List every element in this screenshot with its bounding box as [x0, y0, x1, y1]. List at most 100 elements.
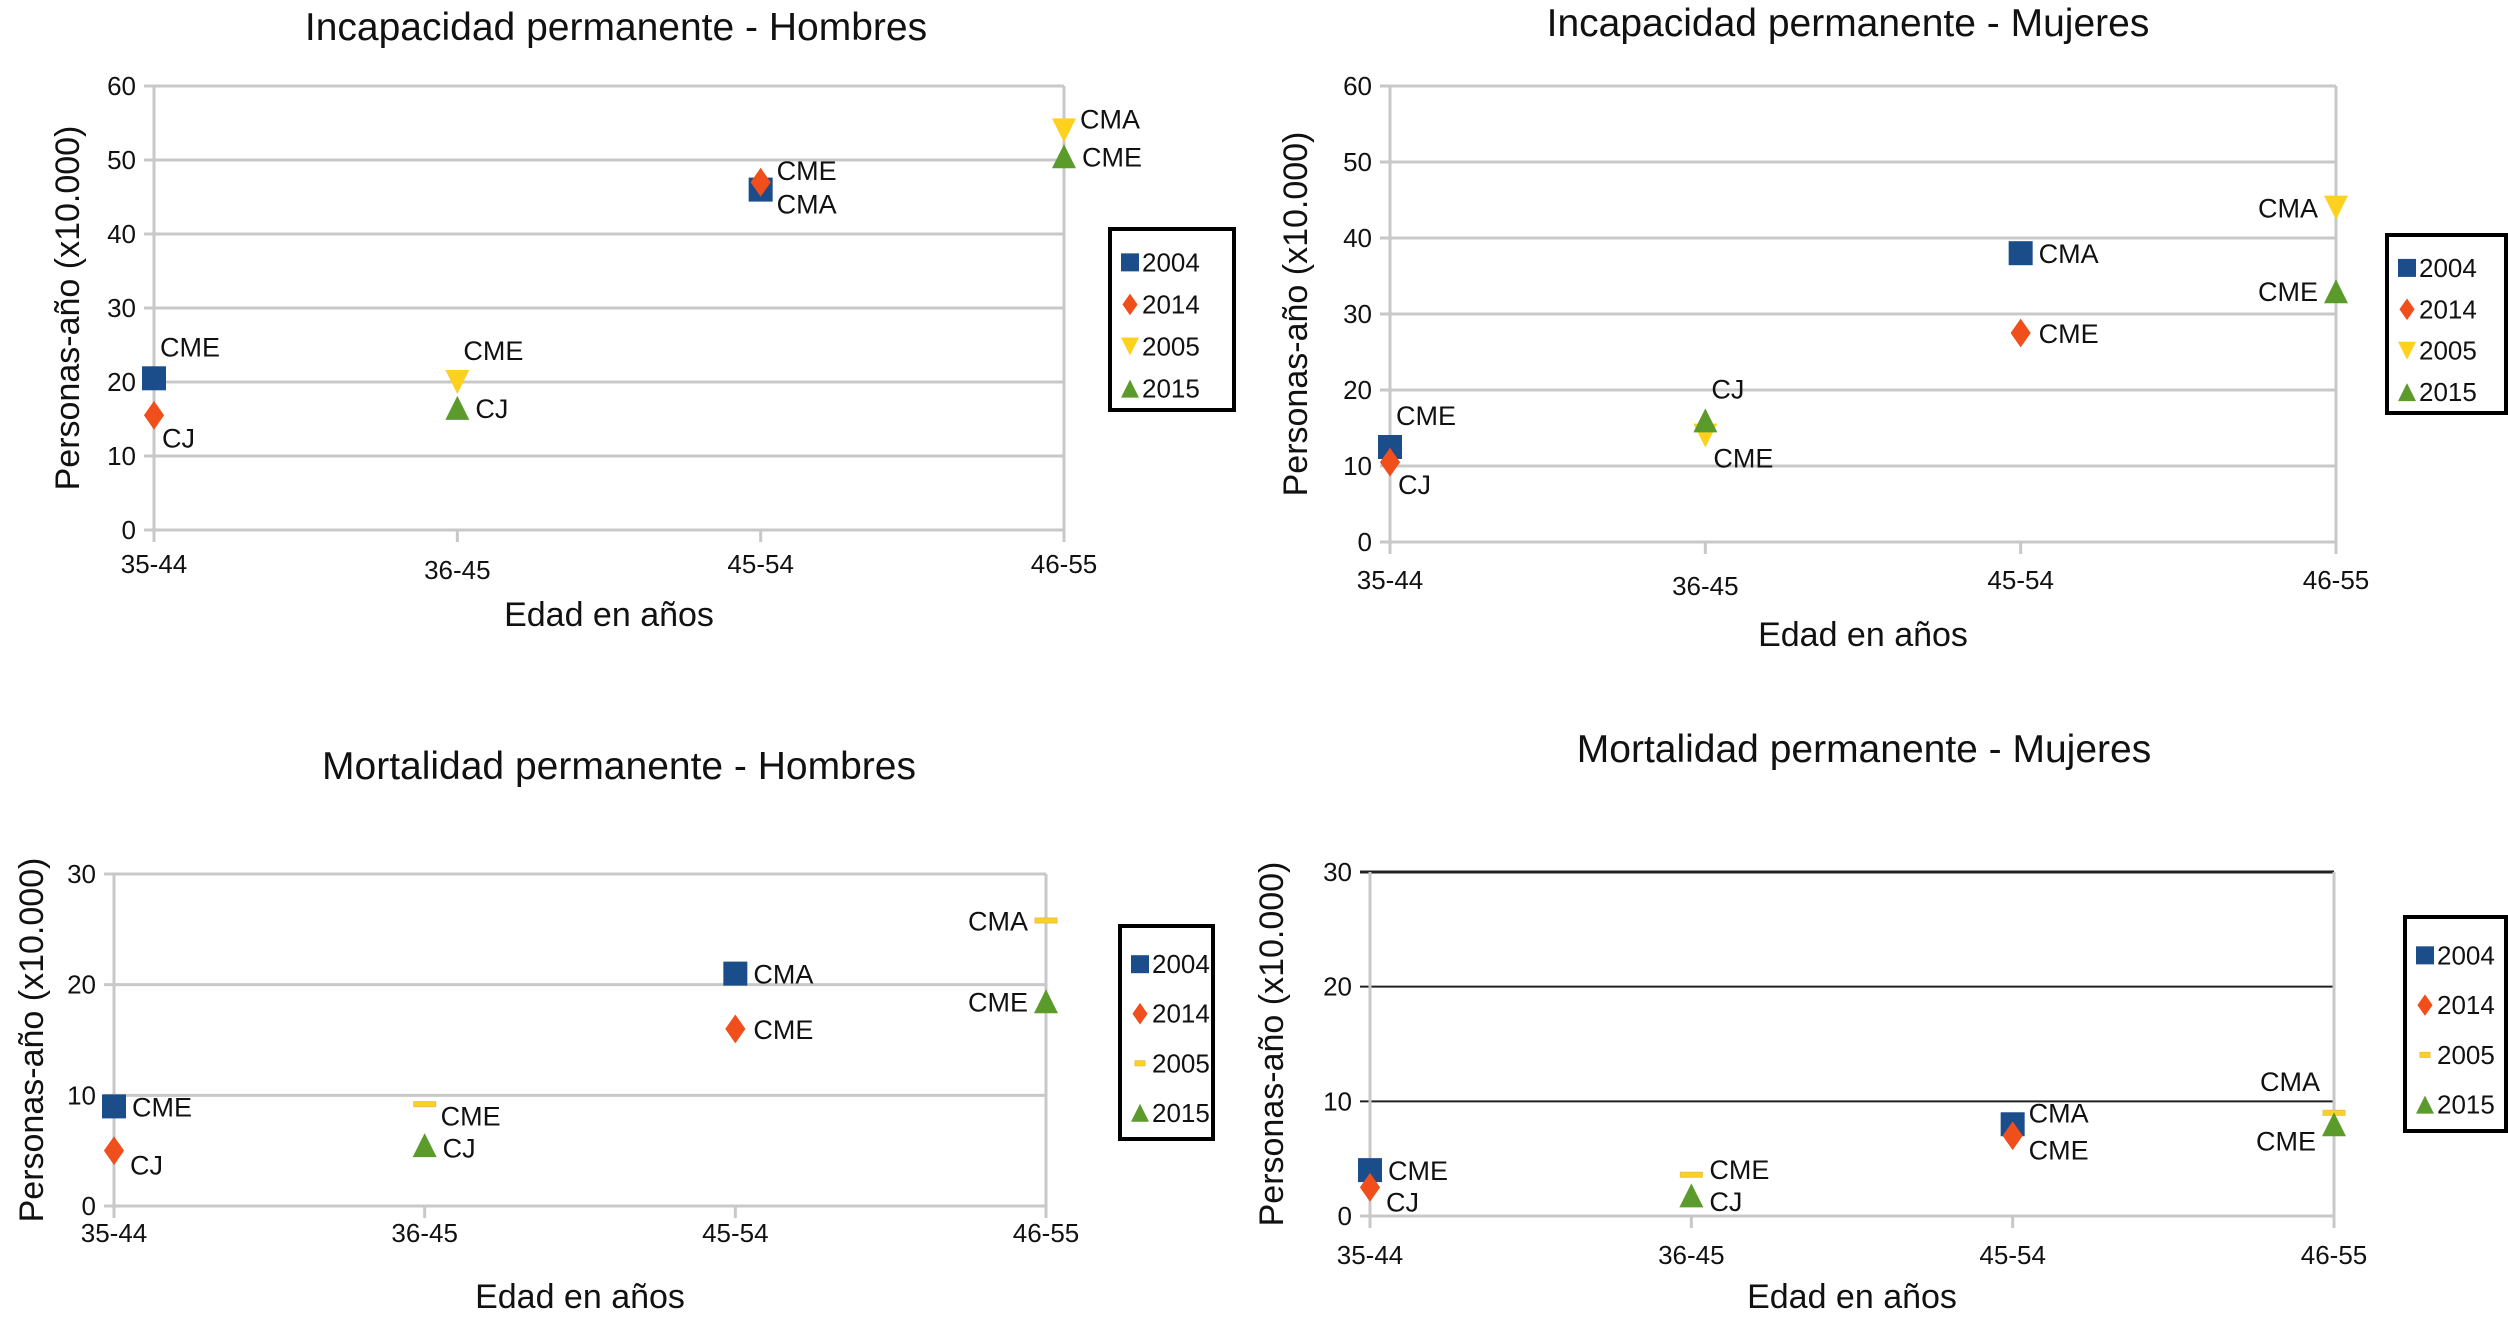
legend-marker-2004 — [2398, 258, 2416, 277]
chart-1: Incapacidad permanente - Hombres 0 10 20 30 4… — [49, 6, 1236, 634]
chart-title: Mortalidad permanente - Mujeres — [1577, 728, 2151, 771]
point-2005-36-45 — [1679, 1171, 1703, 1178]
legend-marker-2015 — [2416, 1095, 2434, 1114]
legend-box — [2385, 233, 2508, 415]
x-tick-label: 45-54 — [702, 1218, 769, 1248]
legend-marker-2005 — [2398, 341, 2416, 360]
point-2004-35-44 — [142, 366, 166, 391]
data-label: CME — [2258, 277, 2318, 307]
legend: 2004 2014 2005 2015 — [2385, 233, 2508, 415]
point-2005-46-55 — [1034, 917, 1058, 924]
y-tick-label: 40 — [1343, 223, 1372, 253]
data-label: CMA — [777, 190, 837, 220]
data-label: CME — [753, 1015, 813, 1045]
y-tick-label: 10 — [1343, 451, 1372, 481]
x-tick-label: 45-54 — [1979, 1240, 2046, 1270]
legend-marker-2005 — [2419, 1051, 2431, 1058]
x-axis-title: Edad en años — [475, 1278, 685, 1316]
x-axis-title: Edad en años — [504, 596, 714, 634]
point-2005-36-45 — [413, 1101, 437, 1108]
chart-title: Incapacidad permanente - Hombres — [305, 6, 927, 49]
x-tick-label: 36-45 — [1658, 1240, 1725, 1270]
data-label: CME — [2039, 319, 2099, 349]
data-label: CME — [2029, 1136, 2089, 1166]
data-label: CME — [1713, 444, 1773, 474]
chart-title: Mortalidad permanente - Hombres — [322, 745, 916, 788]
legend-label: 2014 — [2437, 990, 2495, 1020]
legend-marker-2004 — [1121, 253, 1139, 272]
y-tick-label: 40 — [107, 219, 136, 249]
point-2015-36-45 — [1679, 1183, 1704, 1208]
data-label: CME — [463, 336, 523, 366]
legend-label: 2015 — [2437, 1090, 2495, 1120]
point-2005-46-55 — [2324, 195, 2348, 220]
data-label: CMA — [968, 906, 1028, 936]
x-tick-label: 46-55 — [2301, 1240, 2368, 1270]
x-axis-title: Edad en años — [1758, 616, 1968, 654]
y-tick-label: 60 — [107, 71, 136, 101]
data-label: CMA — [2260, 1067, 2320, 1097]
legend: 2004 2014 2005 2015 — [1108, 227, 1236, 412]
legend-label: 2015 — [2419, 377, 2477, 407]
legend-label: 2005 — [1152, 1048, 1210, 1078]
data-label: CMA — [2029, 1098, 2089, 1128]
y-tick-label: 20 — [107, 367, 136, 397]
y-axis-title: Personas-año (x10.000) — [1277, 132, 1315, 497]
legend-label: 2014 — [1152, 999, 1210, 1029]
y-tick-label: 0 — [122, 515, 136, 545]
data-label: CJ — [1398, 470, 1431, 500]
point-2015-36-45 — [1693, 408, 1718, 433]
legend: 2004 2014 2005 2015 — [2403, 915, 2508, 1133]
y-tick-label: 30 — [107, 293, 136, 323]
point-2014-45-54 — [2002, 1121, 2023, 1151]
point-2014-35-44 — [143, 400, 165, 430]
y-tick-label: 20 — [1323, 972, 1352, 1002]
y-axis-title: Personas-año (x10.000) — [49, 126, 87, 491]
point-2004-45-54 — [2008, 241, 2033, 266]
data-label: CME — [1388, 1156, 1448, 1186]
chart-4: Mortalidad permanente - Mujeres 0 10 20 30 35… — [1253, 728, 2508, 1316]
x-tick-label: 35-44 — [121, 549, 188, 579]
data-label: CJ — [1711, 374, 1744, 404]
legend-marker-2015 — [1121, 379, 1139, 398]
y-tick-label: 10 — [107, 441, 136, 471]
chart-3: Mortalidad permanente - Hombres 0 10 20 30 35… — [13, 745, 1215, 1316]
data-label: CME — [777, 156, 837, 186]
point-2015-46-55 — [2322, 1112, 2346, 1137]
point-2014-35-44 — [1379, 447, 1401, 477]
legend-marker-2015 — [2398, 383, 2416, 402]
legend-label: 2015 — [1142, 374, 1200, 404]
data-label: CJ — [443, 1134, 476, 1164]
data-label: CME — [2256, 1126, 2316, 1156]
point-2005-36-45 — [445, 370, 470, 394]
y-tick-label: 20 — [1343, 375, 1372, 405]
legend-label: 2014 — [1142, 289, 1200, 319]
point-2004-45-54 — [723, 961, 748, 986]
y-tick-label: 0 — [1338, 1201, 1352, 1231]
x-tick-label: 36-45 — [391, 1218, 458, 1248]
legend-label: 2004 — [1142, 247, 1200, 277]
legend-marker-2005 — [1121, 337, 1139, 356]
x-tick-label: 35-44 — [81, 1218, 148, 1248]
y-tick-label: 30 — [1323, 857, 1352, 887]
y-tick-label: 50 — [1343, 147, 1372, 177]
y-tick-label: 0 — [1358, 527, 1372, 557]
x-tick-label: 46-55 — [1013, 1218, 1080, 1248]
point-2014-45-54 — [750, 167, 771, 197]
legend-label: 2005 — [1142, 332, 1200, 362]
legend-marker-2014 — [2417, 994, 2433, 1016]
point-2014-45-54 — [725, 1014, 746, 1044]
point-2015-46-55 — [1034, 989, 1058, 1014]
x-axis-title: Edad en años — [1747, 1278, 1957, 1316]
legend: 2004 2014 2005 2015 — [1118, 924, 1215, 1141]
x-tick-label: 35-44 — [1337, 1240, 1404, 1270]
data-label: CJ — [130, 1151, 163, 1181]
x-tick-label: 36-45 — [1672, 571, 1739, 601]
legend-marker-2014 — [1132, 1002, 1148, 1025]
data-label: CME — [441, 1102, 501, 1132]
data-label: CMA — [753, 960, 813, 990]
legend-label: 2004 — [2419, 253, 2477, 283]
legend-label: 2004 — [1152, 949, 1210, 979]
data-label: CME — [1082, 142, 1142, 172]
data-label: CME — [160, 332, 220, 362]
